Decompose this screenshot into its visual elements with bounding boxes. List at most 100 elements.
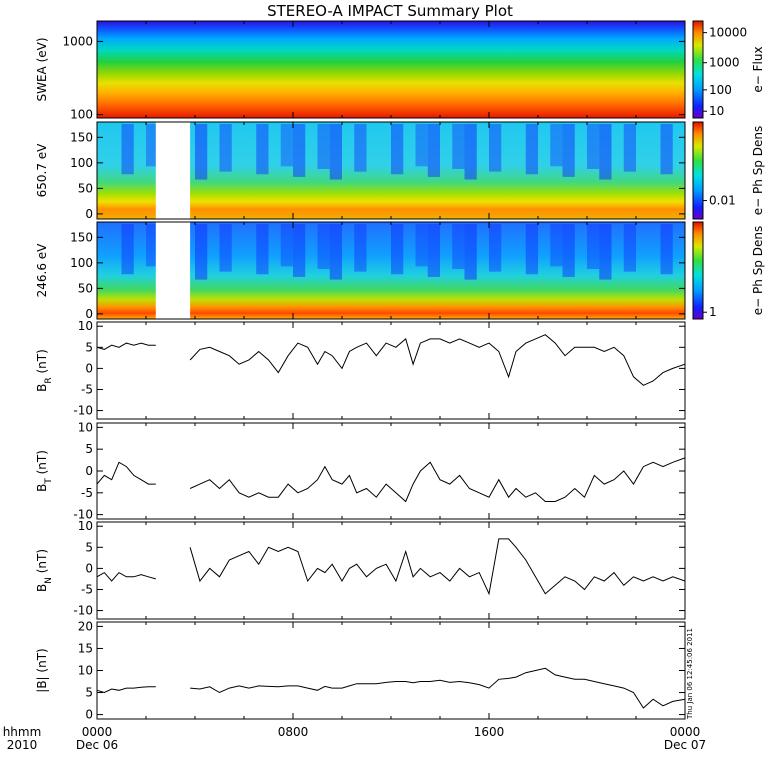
spectrogram-texture bbox=[415, 124, 428, 167]
y-tick-label: -10 bbox=[73, 604, 93, 618]
y-label-4: BT (nT) bbox=[35, 450, 54, 492]
time-label-row1: hhmm bbox=[3, 725, 42, 739]
spectrogram-texture bbox=[562, 124, 575, 177]
colorbar-label-2: e− Ph Sp Dens bbox=[751, 226, 765, 315]
series-line-5 bbox=[96, 571, 156, 582]
y-tick-label: 5 bbox=[85, 442, 93, 456]
spectrogram-texture bbox=[464, 124, 477, 180]
spectrogram-texture bbox=[550, 224, 563, 267]
series-line-4 bbox=[189, 457, 686, 503]
colorbar-label: e− Ph Sp Dens bbox=[751, 226, 765, 315]
spectrogram-texture bbox=[256, 224, 269, 275]
spectrogram-texture bbox=[427, 224, 440, 277]
spectrogram-texture bbox=[219, 224, 232, 272]
y-tick-label: 10 bbox=[78, 319, 93, 333]
y-tick-label: 100 bbox=[70, 256, 93, 270]
colorbar-tick-label: 100 bbox=[709, 83, 732, 97]
y-tick-label: 50 bbox=[78, 281, 93, 295]
spectrogram-texture bbox=[195, 224, 208, 280]
spectrogram-texture bbox=[525, 124, 538, 175]
spectrogram-texture bbox=[146, 224, 159, 267]
spectrogram-texture bbox=[219, 124, 232, 172]
spectrogram-texture bbox=[415, 224, 428, 267]
spectrogram-texture bbox=[452, 224, 465, 269]
timestamp-stamp: Thu Jan 06 12:45:06 2011 bbox=[686, 628, 694, 720]
y-tick-label: 5 bbox=[85, 340, 93, 354]
spectrogram-texture bbox=[256, 124, 269, 175]
y-tick-label: 150 bbox=[70, 130, 93, 144]
y-axis-label-sub: N bbox=[44, 577, 54, 584]
svg-text:BT (nT): BT (nT) bbox=[35, 450, 54, 492]
y-tick-label: 1000 bbox=[62, 34, 93, 48]
y-tick-label: -10 bbox=[73, 404, 93, 418]
time-label-row1: 1600 bbox=[474, 725, 505, 739]
spectrogram-texture bbox=[329, 224, 342, 280]
colorbar-1 bbox=[692, 121, 704, 220]
y-tick-label: -5 bbox=[81, 582, 93, 596]
spectrogram-texture bbox=[660, 124, 673, 175]
colorbar-label: e− Ph Sp Dens bbox=[751, 126, 765, 215]
panel-4: 10 5 0 -5 -10 bbox=[73, 420, 686, 522]
spectrogram-texture bbox=[599, 224, 612, 280]
data-gap bbox=[155, 222, 191, 319]
colorbar-label-0: e− Flux bbox=[751, 46, 765, 92]
time-label-row2: 2010 bbox=[7, 738, 38, 752]
y-axis-label: 246.6 eV bbox=[35, 243, 49, 298]
panel-6: 20 15 10 5 0 bbox=[78, 619, 686, 722]
y-tick-label: -5 bbox=[81, 382, 93, 396]
y-tick-label: 0 bbox=[85, 207, 93, 221]
y-axis-label: 650.7 eV bbox=[35, 143, 49, 198]
spectrogram-texture bbox=[121, 124, 134, 175]
panel-frame-3 bbox=[96, 321, 686, 420]
y-axis-label-main: B bbox=[35, 584, 49, 592]
panel-3: 10 5 0 -5 -10 bbox=[73, 319, 686, 420]
svg-text:650.7 eV: 650.7 eV bbox=[35, 143, 49, 198]
spectrogram-texture bbox=[293, 224, 306, 277]
spectrogram-texture bbox=[587, 124, 600, 169]
spectrogram-texture bbox=[464, 224, 477, 280]
spectrogram-texture bbox=[623, 124, 636, 172]
y-axis-label-unit: (nT) bbox=[35, 349, 49, 377]
panel-2: 1 e− Ph Sp Dens 150 100 50 0 bbox=[70, 221, 765, 321]
svg-text:SWEA (eV): SWEA (eV) bbox=[35, 37, 49, 101]
y-label-3: BR (nT) bbox=[35, 349, 54, 392]
spectrogram-texture bbox=[354, 124, 367, 172]
spectrogram-0 bbox=[97, 21, 685, 118]
spectrogram-texture bbox=[195, 124, 208, 180]
panel-frame-6 bbox=[96, 621, 686, 720]
spectrogram-texture bbox=[354, 224, 367, 272]
time-label-row1: 0800 bbox=[278, 725, 309, 739]
y-tick-label: 10 bbox=[78, 519, 93, 533]
spectrogram-texture bbox=[121, 224, 134, 275]
series-line-6 bbox=[96, 686, 156, 694]
spectrogram-texture bbox=[427, 124, 440, 177]
spectrogram-texture bbox=[317, 224, 330, 269]
spectrogram-texture bbox=[452, 124, 465, 169]
spectrogram-texture bbox=[660, 224, 673, 275]
spectrogram-texture bbox=[280, 124, 293, 167]
spectrogram-texture bbox=[599, 124, 612, 180]
y-tick-label: 10 bbox=[78, 664, 93, 678]
colorbar-tick-label: 1000 bbox=[709, 56, 740, 70]
panel-1: 0.01 e− Ph Sp Dens 150 100 50 0 bbox=[70, 121, 765, 221]
spectrogram-texture bbox=[562, 224, 575, 277]
y-axis-label-main: |B| (nT) bbox=[35, 648, 49, 692]
y-tick-label: 0 bbox=[85, 307, 93, 321]
time-label-row1: 0000 bbox=[670, 725, 701, 739]
spectrogram-texture bbox=[391, 224, 404, 275]
time-label-row1: 0000 bbox=[82, 725, 113, 739]
y-label-1: 650.7 eV bbox=[35, 143, 49, 198]
series-line-3 bbox=[96, 342, 156, 350]
y-tick-label: 20 bbox=[78, 619, 93, 633]
spectrogram-texture bbox=[293, 124, 306, 177]
colorbar-tick-label: 10 bbox=[709, 104, 724, 118]
spectrogram-texture bbox=[329, 124, 342, 180]
colorbar-label: e− Flux bbox=[751, 46, 765, 92]
timestamp-text: Thu Jan 06 12:45:06 2011 bbox=[686, 628, 694, 720]
y-tick-label: -5 bbox=[81, 486, 93, 500]
spectrogram-texture bbox=[489, 224, 502, 272]
chart-title: STEREO-A IMPACT Summary Plot bbox=[267, 2, 513, 20]
y-tick-label: 100 bbox=[70, 108, 93, 122]
y-axis-label-main: B bbox=[35, 484, 49, 492]
